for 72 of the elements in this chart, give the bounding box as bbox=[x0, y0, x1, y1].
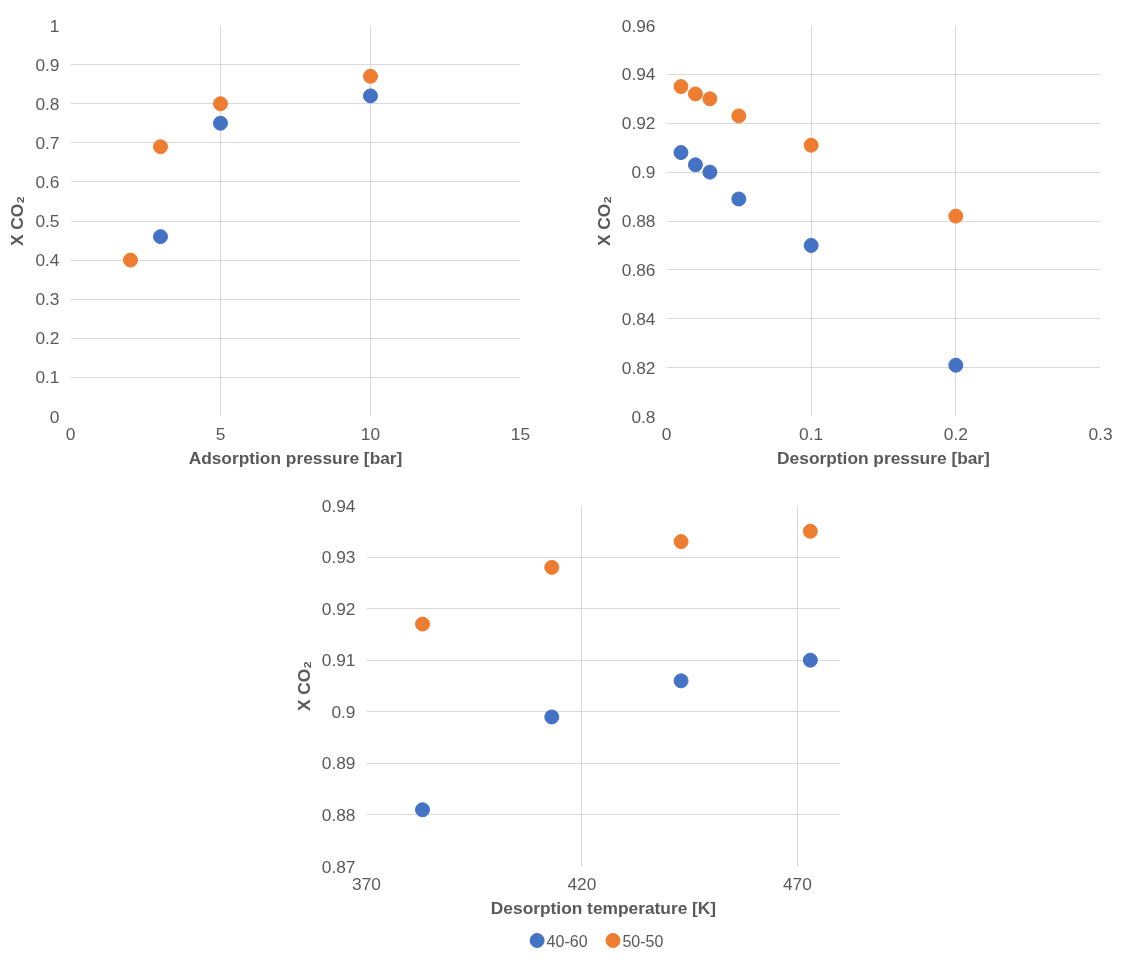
point bbox=[153, 139, 168, 155]
y-tick-label: 0.9 bbox=[35, 54, 60, 75]
x-tick-label: 0 bbox=[65, 423, 76, 444]
point bbox=[213, 115, 228, 131]
y-tick-label: 1 bbox=[49, 15, 60, 36]
point bbox=[213, 96, 228, 112]
y-tick-label: 0.9 bbox=[331, 701, 356, 722]
y-tick-label: 0.91 bbox=[321, 650, 356, 671]
x-tick-label: 0 bbox=[661, 423, 672, 444]
x-tick-label: 0.3 bbox=[1088, 423, 1113, 444]
y-tick-label: 0.84 bbox=[621, 308, 656, 329]
x-tick-label: 0.1 bbox=[799, 423, 824, 444]
point bbox=[544, 559, 560, 575]
point bbox=[363, 68, 378, 84]
y-tick-label: 0.88 bbox=[321, 804, 356, 825]
point bbox=[153, 229, 168, 245]
y-tick-label: 0.8 bbox=[35, 93, 60, 114]
point bbox=[702, 164, 718, 180]
legend-label: 50-50 bbox=[622, 932, 664, 950]
y-tick-label: 0.92 bbox=[321, 598, 356, 619]
y-axis-title: X CO₂ bbox=[593, 195, 614, 247]
x-axis-title: Desorption temperature [K] bbox=[490, 897, 717, 918]
x-tick-label: 0.2 bbox=[943, 423, 968, 444]
y-tick-label: 0.86 bbox=[621, 259, 656, 280]
y-tick-label: 0.4 bbox=[35, 250, 60, 271]
y-tick-label: 0.89 bbox=[321, 753, 356, 774]
y-axis-title: X CO₂ bbox=[7, 195, 28, 247]
y-tick-label: 0 bbox=[49, 406, 60, 427]
y-tick-label: 0.88 bbox=[621, 211, 656, 231]
point bbox=[803, 237, 819, 253]
x-axis-title: Desorption pressure [bar] bbox=[777, 447, 990, 468]
point bbox=[363, 88, 378, 104]
point bbox=[415, 616, 431, 632]
point bbox=[673, 145, 689, 161]
y-axis-title: X CO₂ bbox=[293, 660, 314, 712]
x-tick-label: 10 bbox=[360, 423, 381, 444]
y-tick-label: 0.96 bbox=[621, 15, 656, 36]
point bbox=[802, 523, 818, 539]
x-tick-label: 470 bbox=[782, 873, 812, 894]
y-tick-label: 0.92 bbox=[621, 113, 656, 134]
point bbox=[673, 534, 689, 550]
y-tick-label: 0.3 bbox=[35, 289, 60, 310]
x-axis-title: Adsorption pressure [bar] bbox=[188, 447, 403, 468]
point bbox=[415, 802, 431, 818]
point bbox=[673, 79, 689, 95]
y-tick-label: 0.93 bbox=[321, 547, 356, 568]
y-tick-label: 0.7 bbox=[35, 132, 60, 153]
point bbox=[687, 86, 703, 102]
point bbox=[673, 673, 689, 689]
y-tick-label: 0.82 bbox=[621, 357, 656, 378]
point bbox=[948, 208, 964, 224]
point bbox=[948, 357, 964, 373]
y-tick-label: 0.2 bbox=[35, 328, 60, 349]
point bbox=[731, 191, 747, 207]
y-tick-label: 0.5 bbox=[35, 211, 60, 231]
x-tick-label: 15 bbox=[510, 423, 531, 444]
point bbox=[544, 709, 560, 725]
y-tick-label: 0.9 bbox=[631, 162, 656, 183]
point bbox=[123, 252, 138, 268]
point bbox=[802, 652, 818, 668]
x-tick-label: 420 bbox=[567, 873, 597, 894]
point bbox=[803, 137, 819, 153]
y-tick-label: 0.94 bbox=[321, 495, 356, 516]
y-tick-label: 0.8 bbox=[631, 406, 656, 427]
point bbox=[687, 157, 703, 173]
legend-label: 40-60 bbox=[546, 932, 588, 950]
point bbox=[702, 91, 718, 107]
y-tick-label: 0.94 bbox=[621, 64, 656, 85]
x-tick-label: 5 bbox=[215, 423, 226, 444]
point bbox=[731, 108, 747, 124]
y-tick-label: 0.1 bbox=[35, 367, 60, 388]
y-tick-label: 0.6 bbox=[35, 171, 60, 192]
